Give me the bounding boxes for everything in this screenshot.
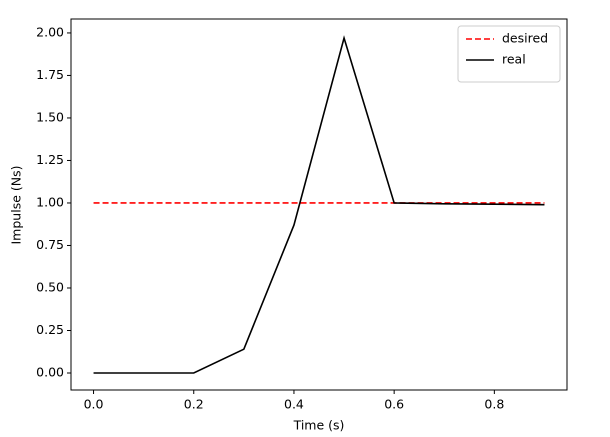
y-tick-label: 2.00: [36, 24, 64, 39]
x-tick-label: 0.4: [284, 397, 304, 412]
y-axis-label: Impulse (Ns): [9, 166, 24, 245]
y-tick-label: 0.50: [36, 279, 64, 294]
legend-box: [457, 25, 561, 83]
x-tick-label: 0.8: [484, 397, 504, 412]
y-tick-label: 0.25: [36, 322, 64, 337]
y-tick-label: 0.75: [36, 237, 64, 252]
x-tick-label: 0.6: [384, 397, 404, 412]
line-series: [93, 35, 545, 374]
legend-label: desired: [502, 31, 548, 46]
y-tick-label: 1.25: [36, 152, 64, 167]
x-axis-label: Time (s): [293, 418, 345, 433]
y-tick-label: 1.50: [36, 109, 64, 124]
plot-frame: [70, 18, 568, 391]
x-tick-label: 0.2: [184, 397, 204, 412]
y-tick-label: 0.00: [36, 364, 64, 379]
legend-label: real: [502, 52, 526, 67]
y-tick-label: 1.75: [36, 67, 64, 82]
x-tick-label: 0.0: [84, 397, 104, 412]
y-tick-label: 1.00: [36, 194, 64, 209]
